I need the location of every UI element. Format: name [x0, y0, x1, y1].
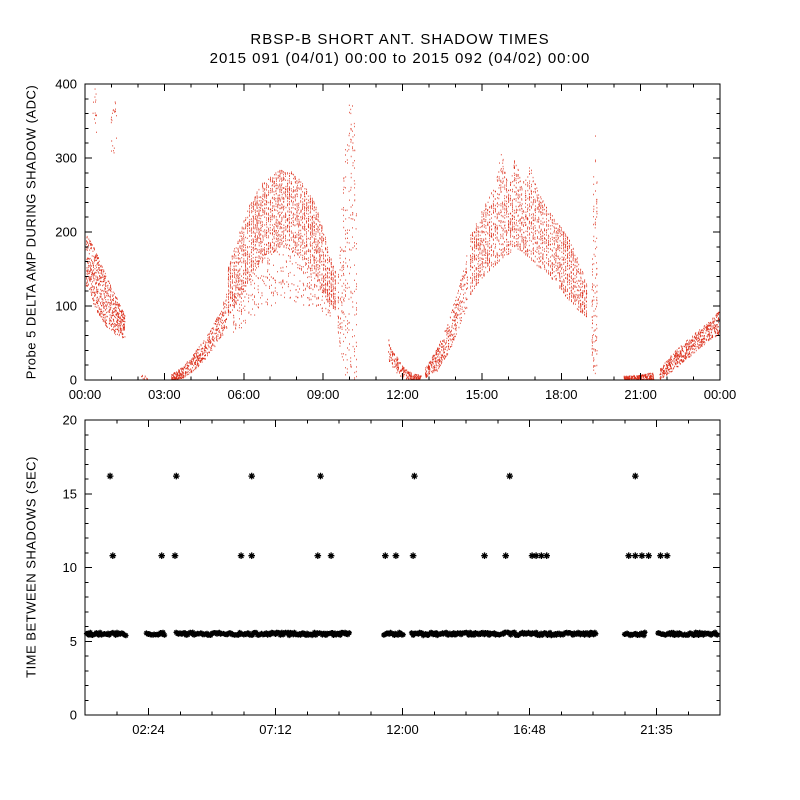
- top-x-tick-label: 18:00: [545, 387, 578, 402]
- top-x-tick-label: 03:00: [148, 387, 181, 402]
- top-y-tick-label: 200: [55, 225, 77, 240]
- bottom-x-tick-label: 16:48: [513, 722, 546, 737]
- top-x-tick-label: 00:00: [704, 387, 737, 402]
- bottom-y-tick-label: 10: [63, 560, 77, 575]
- bottom-x-tick-label: 07:12: [259, 722, 292, 737]
- bottom-plot-frame: [84, 419, 721, 716]
- top-x-tick-label: 00:00: [69, 387, 102, 402]
- top-x-tick-label: 12:00: [386, 387, 419, 402]
- bottom-y-tick-label: 20: [63, 413, 77, 428]
- top-x-tick-label: 06:00: [227, 387, 260, 402]
- top-axes: [84, 83, 721, 381]
- top-plot-frame: [84, 83, 721, 381]
- bottom-x-tick-label: 02:24: [132, 722, 165, 737]
- time-between-shadows-markers: [83, 472, 720, 639]
- top-y-tick-label: 100: [55, 299, 77, 314]
- bottom-y-tick-label: 5: [70, 634, 77, 649]
- bottom-y-tick-label: 0: [70, 708, 77, 723]
- chart-subtitle: 2015 091 (04/01) 00:00 to 2015 092 (04/0…: [209, 50, 591, 67]
- bottom-x-tick-label: 12:00: [386, 722, 419, 737]
- bottom-axes: [84, 419, 721, 716]
- chart-title: RBSP-B SHORT ANT. SHADOW TIMES: [250, 31, 550, 48]
- top-y-tick-label: 300: [55, 151, 77, 166]
- top-y-tick-label: 400: [55, 77, 77, 92]
- top-x-tick-label: 15:00: [466, 387, 499, 402]
- shadow-delta-scatter-points: [85, 88, 720, 380]
- bottom-y-tick-label: 15: [63, 486, 77, 501]
- top-x-tick-label: 09:00: [307, 387, 340, 402]
- top-x-tick-label: 21:00: [624, 387, 657, 402]
- top-y-tick-label: 0: [70, 373, 77, 388]
- bottom-x-tick-label: 21:35: [640, 722, 673, 737]
